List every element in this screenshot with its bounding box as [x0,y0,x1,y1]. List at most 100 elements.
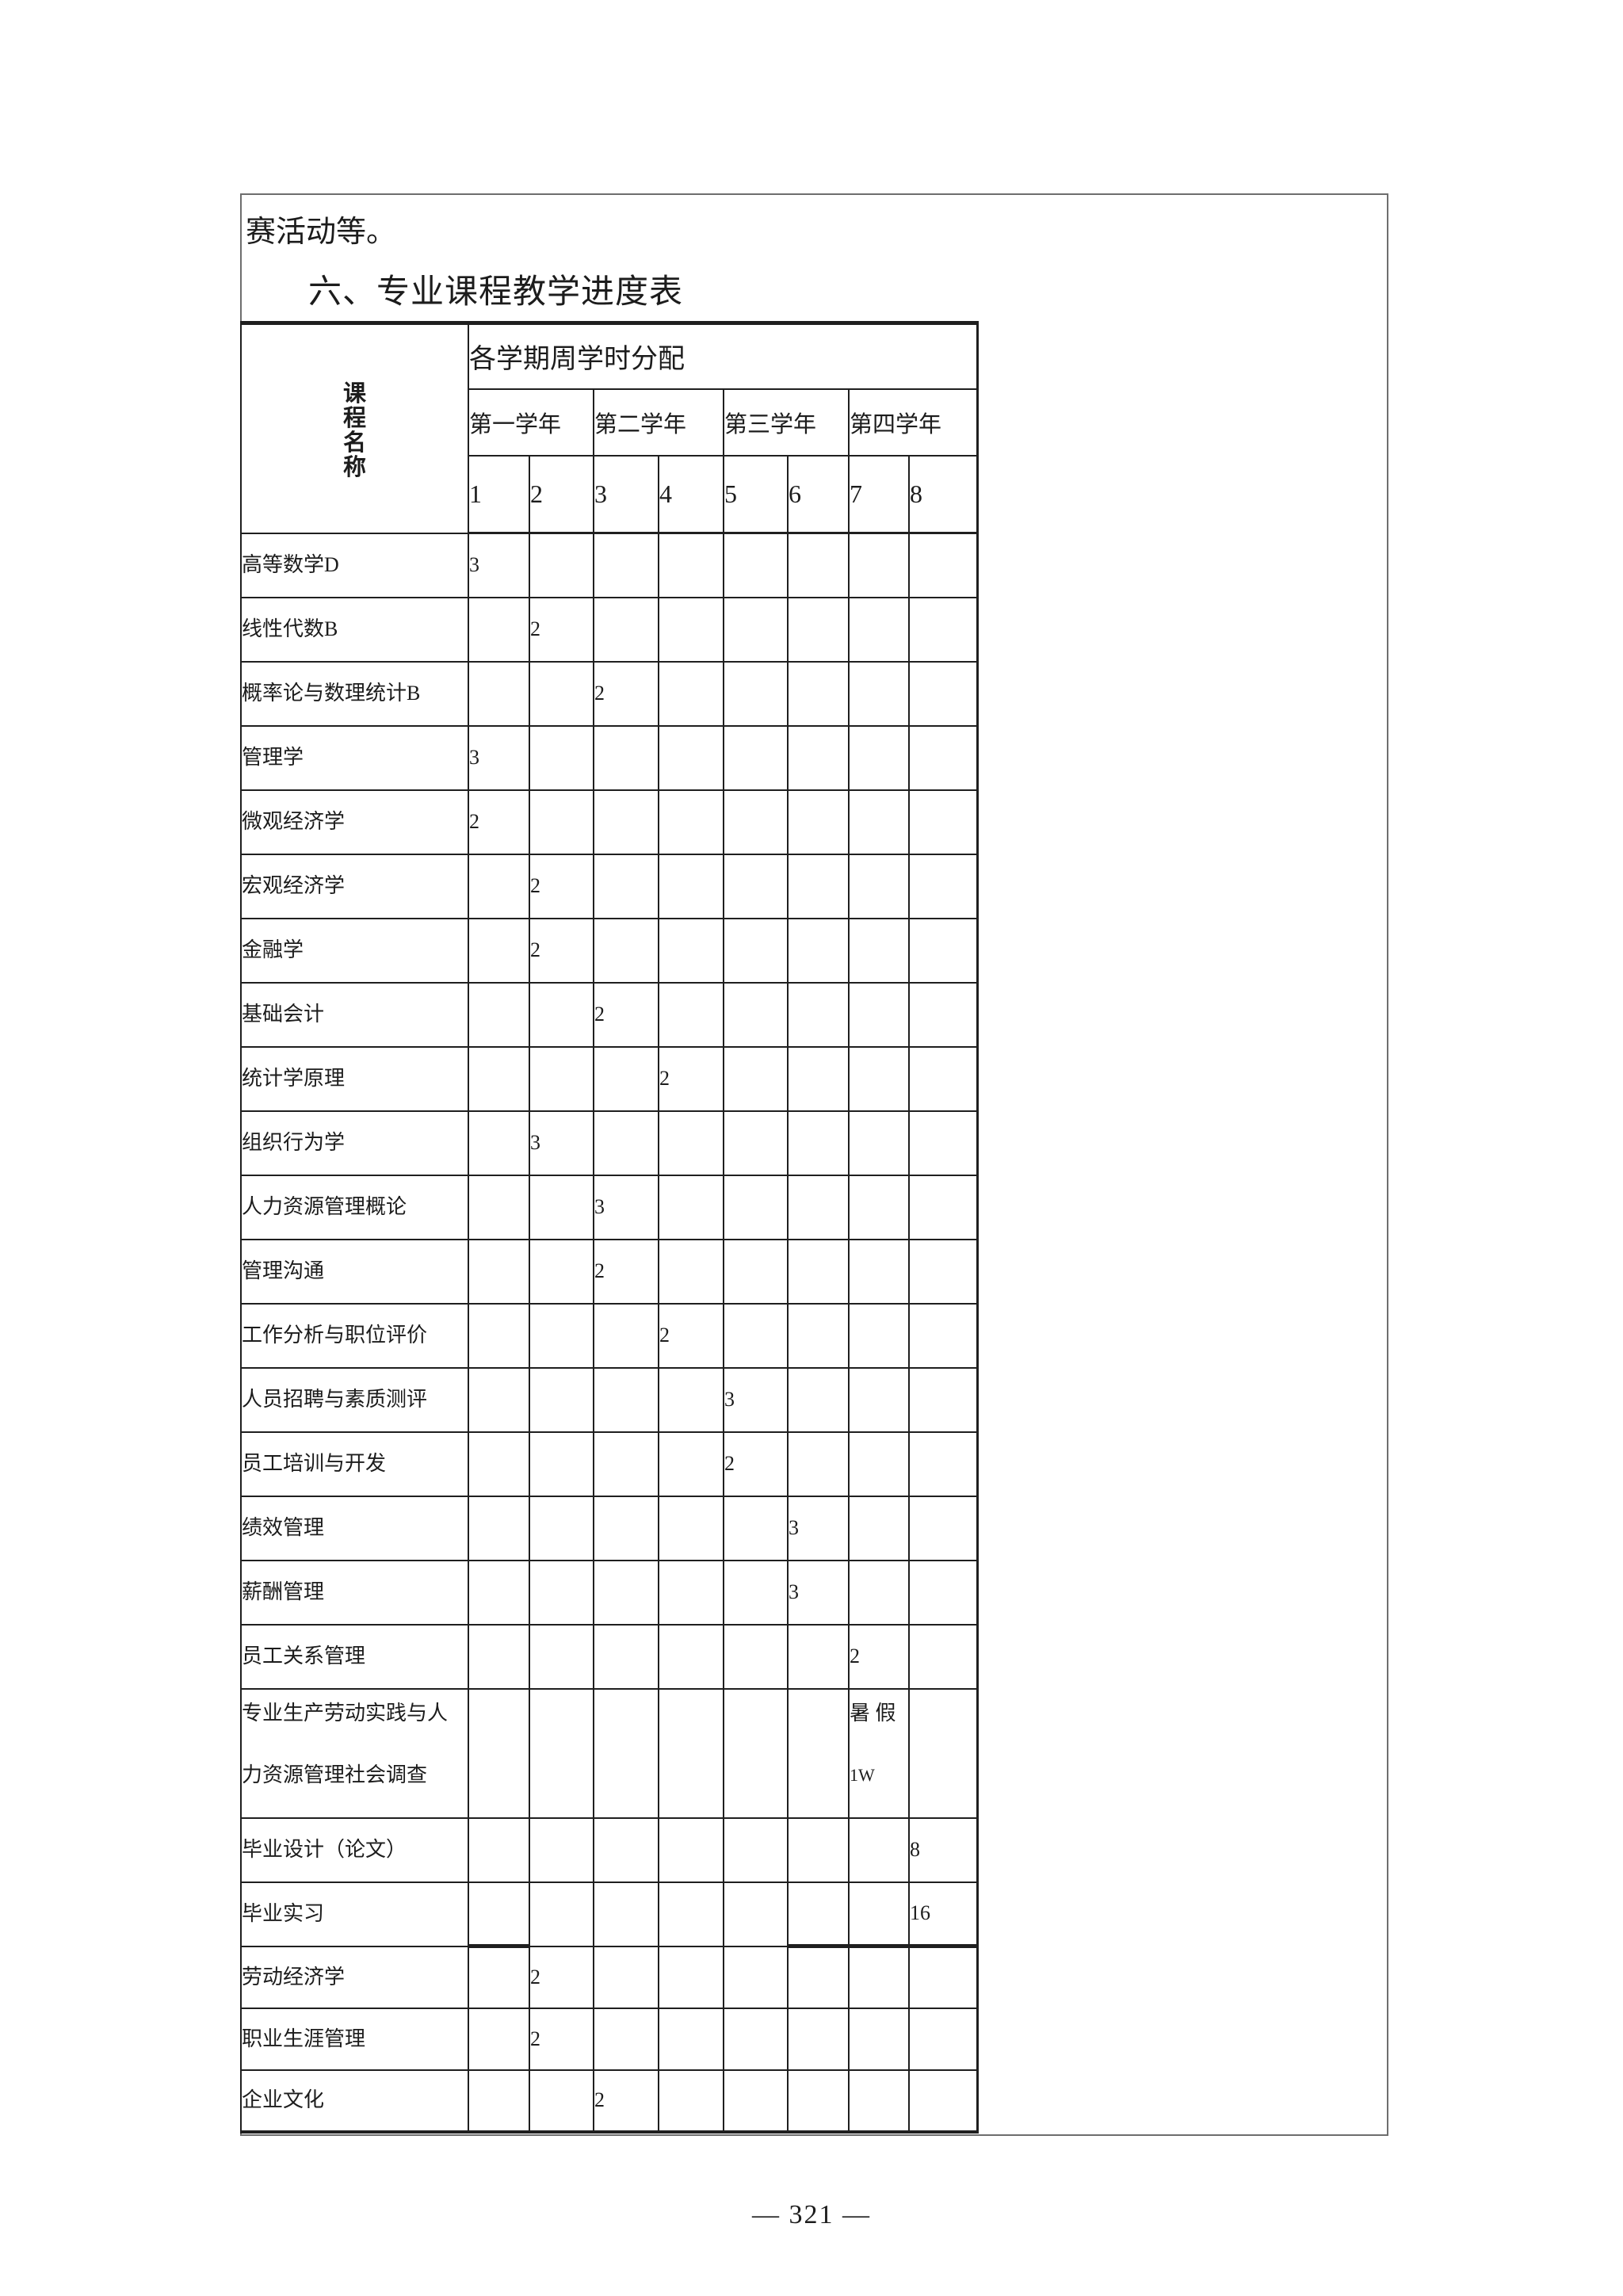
table-row: 人员招聘与素质测评 3 [240,1366,978,1433]
hours-cell [658,789,724,855]
table-row: 组织行为学 3 [240,1110,978,1176]
hours-cell [848,981,910,1048]
hours-cell [848,1302,910,1369]
course-name-cell: 工作分析与职位评价 [240,1302,469,1369]
hours-cell: 2 [468,789,530,855]
hours-cell [848,724,910,791]
semester-1-header: 1 [468,454,530,534]
hours-cell [658,1623,724,1690]
course-name-corner-label: 课程名称 [342,380,366,480]
hours-cell [848,917,910,984]
course-name-corner-header: 课程名称 [240,322,469,534]
course-name-cell: 概率论与数理统计B [240,660,469,727]
hours-cell [529,789,594,855]
hours-cell [787,1302,850,1369]
hours-cell [787,981,850,1048]
course-name-cell: 毕业实习 [240,1881,469,1947]
hours-cell [723,981,789,1048]
allocation-header: 各学期周学时分配 [468,322,978,390]
hours-cell: 2 [593,2069,659,2133]
hours-cell [658,596,724,663]
hours-cell: 2 [529,917,594,984]
hours-cell [468,1238,530,1305]
hours-cell [723,1110,789,1176]
hours-cell [787,1687,850,1819]
hours-cell [908,1366,978,1433]
hours-cell [658,1687,724,1819]
semester-6-header: 6 [787,454,850,534]
hours-cell [529,1366,594,1433]
table-row: 线性代数B 2 [240,596,978,663]
hours-cell [529,1238,594,1305]
hours-cell [658,981,724,1048]
hours-cell [723,1302,789,1369]
hours-cell [908,724,978,791]
hours-cell [908,917,978,984]
hours-cell [658,1238,724,1305]
hours-cell [723,1817,789,1883]
course-name-cell: 毕业设计（论文） [240,1817,469,1883]
hours-cell [658,917,724,984]
course-name-cell: 人力资源管理概论 [240,1174,469,1240]
hours-cell [658,1431,724,1497]
hours-cell [723,1623,789,1690]
hours-cell [658,2007,724,2071]
hours-cell [848,2007,910,2071]
hours-cell [593,1431,659,1497]
hours-cell [908,596,978,663]
hours-cell [908,2069,978,2133]
hours-cell [593,789,659,855]
hours-cell [529,660,594,727]
semester-4-header: 4 [658,454,724,534]
hours-cell [908,532,978,598]
hours-cell [908,2007,978,2071]
page-frame: 赛活动等。 六、专业课程教学进度表 课程名称 各学期周学时分配 [240,193,1388,2136]
hours-cell [529,1174,594,1240]
hours-cell [658,532,724,598]
hours-cell: 3 [593,1174,659,1240]
hours-cell [658,1559,724,1626]
hours-cell [468,1174,530,1240]
hours-cell: 3 [787,1559,850,1626]
hours-cell [848,1110,910,1176]
hours-cell [468,1431,530,1497]
header-row-semesters: 1 2 3 4 5 6 7 8 [241,454,978,534]
semester-3-header: 3 [593,454,659,534]
hours-cell [529,724,594,791]
hours-cell [908,1495,978,1561]
hours-cell: 2 [723,1431,789,1497]
table-row: 工作分析与职位评价 2 [240,1302,978,1369]
hours-cell [908,1945,978,2009]
hours-cell [848,789,910,855]
hours-cell [593,1945,659,2009]
hours-cell [787,1945,850,2009]
hours-cell [468,1495,530,1561]
hours-cell [723,1559,789,1626]
hours-cell: 2 [658,1302,724,1369]
hours-cell [787,532,850,598]
hours-cell [658,1817,724,1883]
hours-cell [593,1110,659,1176]
hours-cell [529,1817,594,1883]
hours-cell [529,1559,594,1626]
semester-5-header: 5 [723,454,789,534]
hours-cell: 2 [848,1623,910,1690]
table-row: 企业文化 2 [240,2069,978,2133]
hours-cell [848,1559,910,1626]
hours-cell: 3 [529,1110,594,1176]
course-name-cell: 员工关系管理 [240,1623,469,1690]
year-2-header: 第二学年 [593,388,724,457]
hours-cell [593,724,659,791]
hours-cell [529,1687,594,1819]
hours-cell [723,532,789,598]
hours-cell [529,1623,594,1690]
hours-cell [723,1495,789,1561]
hours-cell [468,1110,530,1176]
hours-cell [723,596,789,663]
hours-cell [468,853,530,919]
table-row: 员工培训与开发 2 [240,1431,978,1497]
hours-cell [787,2069,850,2133]
hours-cell [787,660,850,727]
table-row: 概率论与数理统计B 2 [240,660,978,727]
